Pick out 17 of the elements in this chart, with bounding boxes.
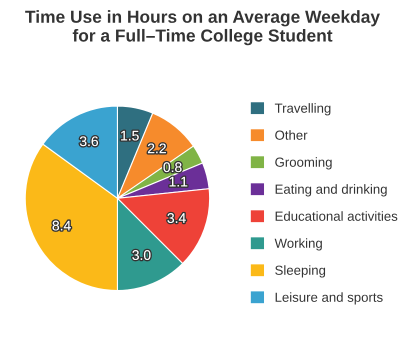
data-label: 1.5: [121, 130, 139, 141]
legend-label: Travelling: [274, 103, 330, 116]
chart-title: Time Use in Hours on an Average Weekday for a Full–Time College Student: [25, 10, 380, 46]
data-label: 3.6: [80, 136, 98, 146]
data-label: 2.2: [148, 143, 166, 154]
legend-label: Working: [274, 238, 322, 251]
legend-label: Leisure and sports: [276, 292, 383, 305]
data-label: 3.4: [167, 213, 186, 223]
legend-label: Other: [275, 130, 308, 140]
legend-label: Grooming: [275, 157, 332, 170]
data-label: 1.1: [170, 176, 188, 186]
data-label: 3.0: [132, 250, 151, 260]
data-label: 0.8: [163, 162, 182, 172]
legend-label: Sleeping: [275, 265, 326, 278]
legend-label: Educational activities: [276, 211, 398, 221]
legend-label: Eating and drinking: [276, 184, 387, 196]
data-label: 8.4: [52, 220, 71, 231]
